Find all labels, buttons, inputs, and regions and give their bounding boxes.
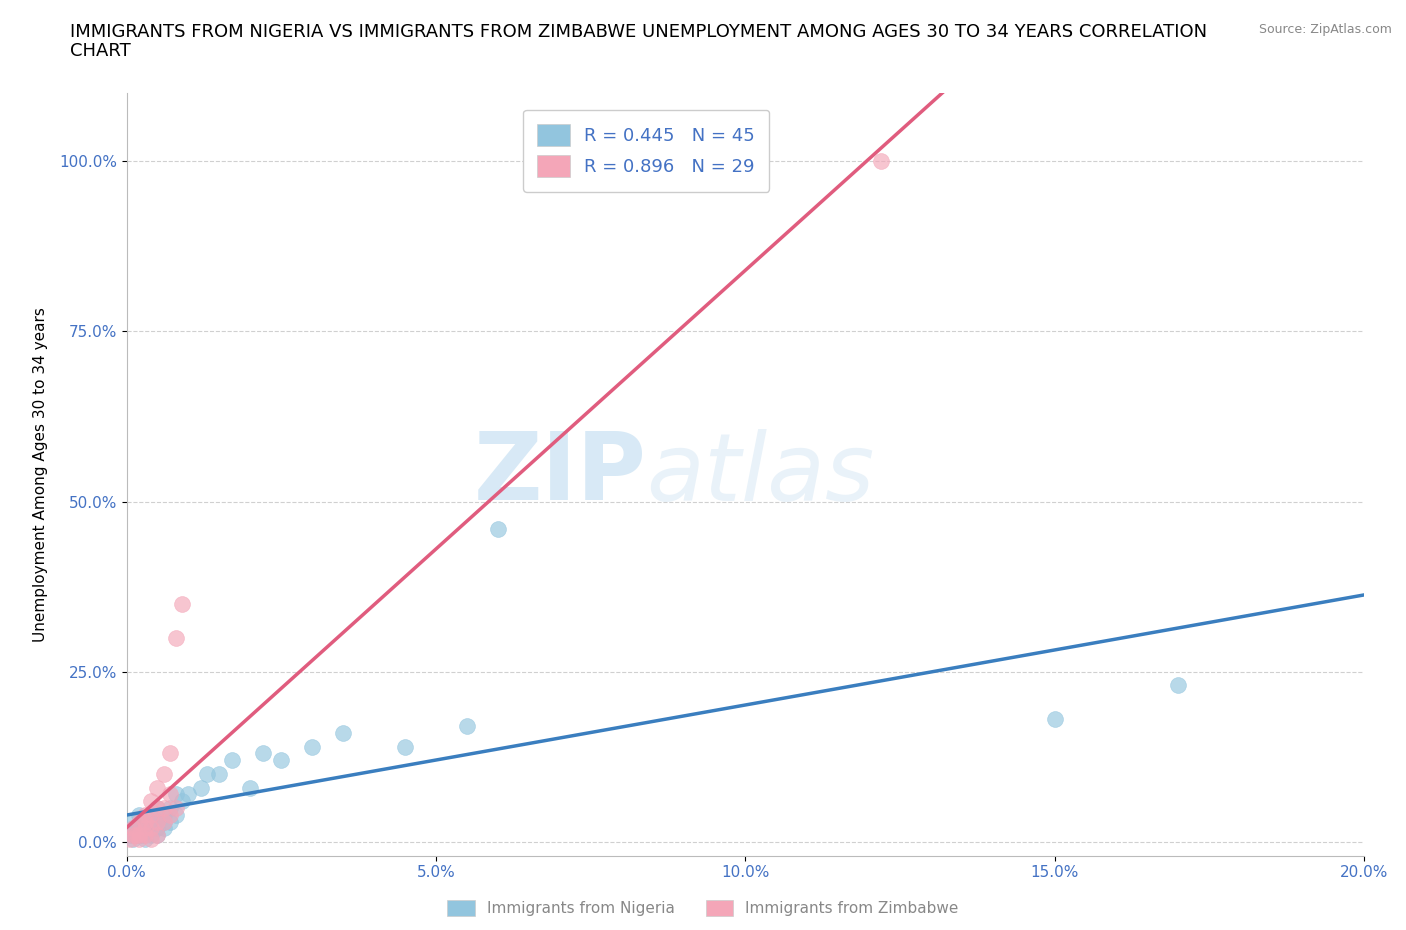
Point bbox=[165, 801, 187, 816]
Point bbox=[152, 814, 174, 829]
Point bbox=[159, 787, 181, 802]
Point bbox=[159, 801, 181, 816]
Point bbox=[394, 739, 416, 754]
Point bbox=[121, 831, 143, 846]
Point bbox=[332, 725, 354, 740]
Point bbox=[128, 831, 150, 846]
Point bbox=[134, 807, 156, 822]
Point bbox=[208, 766, 231, 781]
Point bbox=[172, 793, 194, 808]
Point bbox=[128, 821, 150, 836]
Point bbox=[165, 807, 187, 822]
Point bbox=[152, 814, 174, 829]
Point bbox=[134, 821, 156, 836]
Point bbox=[121, 821, 143, 836]
Point bbox=[128, 828, 150, 843]
Point bbox=[165, 787, 187, 802]
Point bbox=[118, 831, 141, 846]
Point bbox=[146, 814, 169, 829]
Point bbox=[134, 814, 156, 829]
Text: Source: ZipAtlas.com: Source: ZipAtlas.com bbox=[1258, 23, 1392, 36]
Point bbox=[134, 828, 156, 843]
Point bbox=[141, 831, 163, 846]
Point bbox=[141, 828, 163, 843]
Point bbox=[128, 807, 150, 822]
Point bbox=[165, 631, 187, 645]
Point bbox=[195, 766, 218, 781]
Point bbox=[152, 801, 174, 816]
Point bbox=[141, 821, 163, 836]
Point bbox=[146, 828, 169, 843]
Point bbox=[141, 793, 163, 808]
Text: IMMIGRANTS FROM NIGERIA VS IMMIGRANTS FROM ZIMBABWE UNEMPLOYMENT AMONG AGES 30 T: IMMIGRANTS FROM NIGERIA VS IMMIGRANTS FR… bbox=[70, 23, 1208, 41]
Point bbox=[141, 807, 163, 822]
Y-axis label: Unemployment Among Ages 30 to 34 years: Unemployment Among Ages 30 to 34 years bbox=[32, 307, 48, 642]
Point bbox=[152, 807, 174, 822]
Point bbox=[141, 814, 163, 829]
Text: ZIP: ZIP bbox=[474, 429, 647, 520]
Point bbox=[159, 807, 181, 822]
Point bbox=[221, 753, 243, 768]
Point bbox=[125, 828, 148, 843]
Point bbox=[870, 153, 893, 168]
Point bbox=[118, 828, 141, 843]
Point bbox=[1167, 678, 1189, 693]
Point bbox=[190, 780, 212, 795]
Point bbox=[134, 821, 156, 836]
Point bbox=[125, 828, 148, 843]
Point bbox=[146, 801, 169, 816]
Point bbox=[121, 821, 143, 836]
Point bbox=[134, 831, 156, 846]
Point bbox=[141, 821, 163, 836]
Point bbox=[152, 766, 174, 781]
Point bbox=[159, 814, 181, 829]
Point bbox=[128, 814, 150, 829]
Point bbox=[121, 814, 143, 829]
Legend: R = 0.445   N = 45, R = 0.896   N = 29: R = 0.445 N = 45, R = 0.896 N = 29 bbox=[523, 110, 769, 192]
Point bbox=[1043, 712, 1066, 727]
Point bbox=[134, 814, 156, 829]
Point bbox=[146, 821, 169, 836]
Point bbox=[252, 746, 274, 761]
Text: atlas: atlas bbox=[647, 429, 875, 520]
Point bbox=[125, 821, 148, 836]
Point bbox=[121, 828, 143, 843]
Point bbox=[270, 753, 292, 768]
Point bbox=[146, 814, 169, 829]
Point bbox=[146, 828, 169, 843]
Point bbox=[152, 821, 174, 836]
Point bbox=[301, 739, 323, 754]
Point bbox=[177, 787, 200, 802]
Point bbox=[128, 828, 150, 843]
Point bbox=[146, 801, 169, 816]
Point bbox=[141, 807, 163, 822]
Point bbox=[239, 780, 262, 795]
Point bbox=[172, 596, 194, 611]
Point bbox=[146, 780, 169, 795]
Point bbox=[134, 828, 156, 843]
Point bbox=[159, 746, 181, 761]
Point bbox=[456, 719, 478, 734]
Legend: Immigrants from Nigeria, Immigrants from Zimbabwe: Immigrants from Nigeria, Immigrants from… bbox=[441, 894, 965, 923]
Point bbox=[131, 828, 153, 843]
Text: CHART: CHART bbox=[70, 42, 131, 60]
Point bbox=[486, 522, 509, 537]
